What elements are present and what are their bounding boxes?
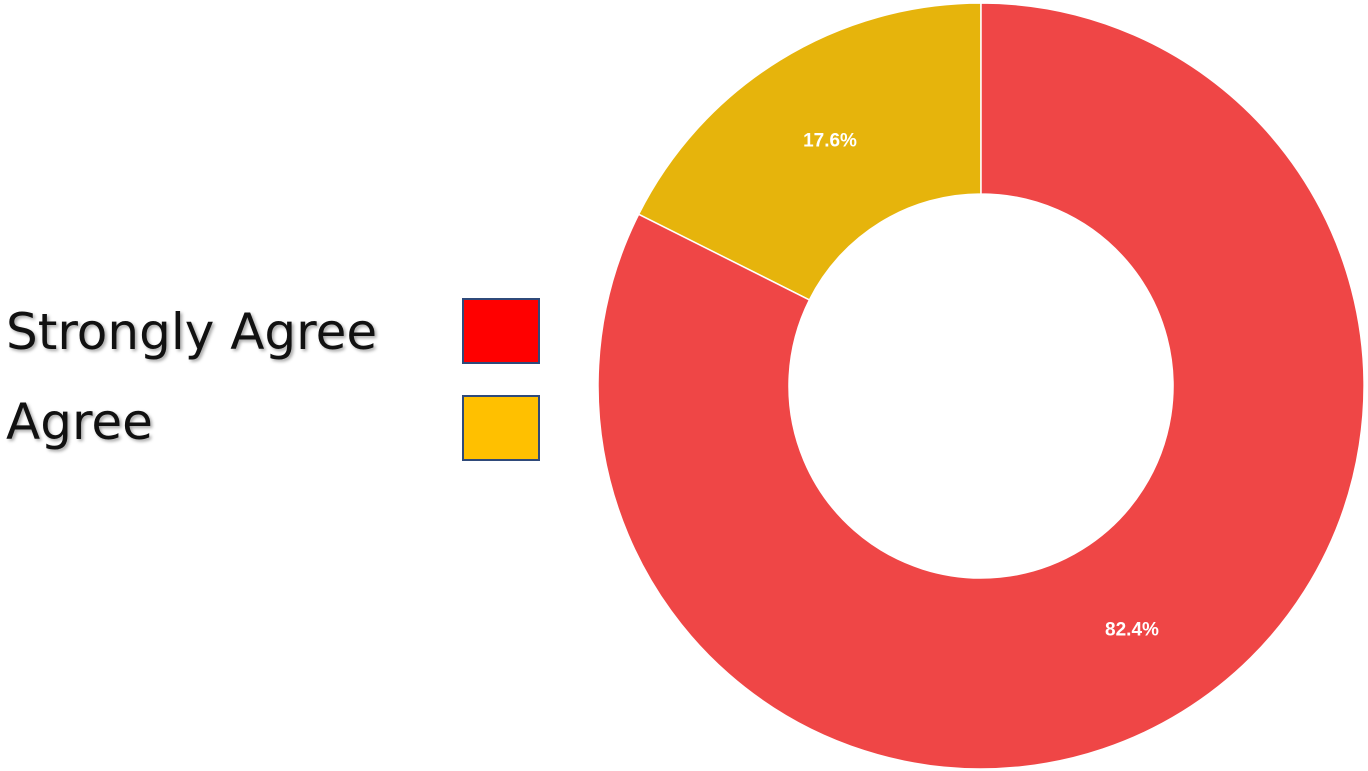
legend-label: Agree [6, 393, 153, 451]
slice-label-strongly-agree: 82.4% [1105, 620, 1159, 641]
slice-strongly-agree [597, 2, 1365, 770]
legend-label: Strongly Agree [6, 303, 378, 361]
slice-agree [637, 2, 982, 301]
legend-swatch-strongly-agree [462, 298, 540, 364]
slice-label-agree: 17.6% [803, 130, 857, 151]
chart-legend: Strongly Agree Agree [0, 0, 560, 771]
legend-swatch-agree [462, 395, 540, 461]
